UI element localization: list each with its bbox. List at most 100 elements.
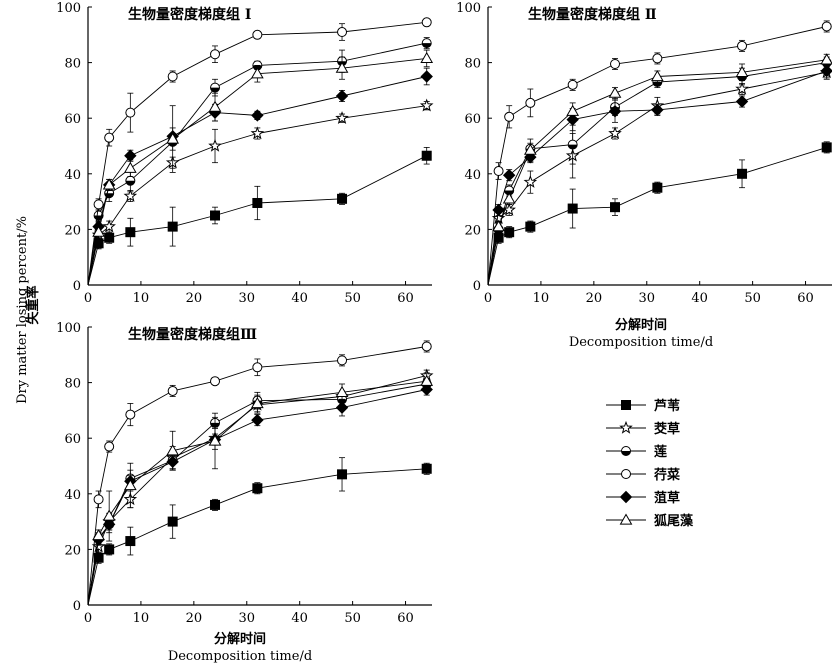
x-tick-label: 30 [238,291,255,306]
data-point [167,385,178,396]
data-point [104,232,115,243]
x-tick-label: 30 [238,611,255,626]
data-point [566,104,580,116]
data-point [523,143,537,155]
panel-title: 生物量密度梯度组 Ⅰ [128,6,251,23]
y-tick-label: 20 [464,223,481,238]
y-axis-label-cn: 失重率 [25,285,41,324]
series-茭草 [87,98,434,286]
data-point [337,469,348,480]
panel2-x-label-en: Decomposition time/d [569,335,713,350]
data-point [104,544,115,555]
y-axis-label-en: Dry matter losing percent/% [15,216,30,404]
panel3-x-label-en: Decomposition time/d [168,649,312,664]
x-tick-label: 50 [344,611,361,626]
data-point [820,64,832,78]
y-tick-label: 80 [64,377,81,392]
series-line [87,76,427,286]
data-point [335,111,349,124]
y-tick-label: 100 [56,321,81,336]
data-point [567,139,578,150]
y-tick-label: 0 [73,599,81,614]
data-point [93,552,104,563]
legend-marker [621,400,631,410]
data-point [337,27,348,38]
series-line [87,57,427,286]
data-point [504,111,515,122]
legend-item: 荇菜 [606,467,680,483]
data-point [208,100,222,112]
y-tick-label: 20 [64,543,81,558]
series-荇菜 [487,20,832,286]
data-point [567,203,578,214]
chart-panel-3: 0 10 20 30 40 50 60 0 20 40 60 80 100 生物量密度梯度组Ⅲ [56,321,434,626]
data-point [420,374,434,386]
y-tick-label: 60 [64,112,81,127]
data-point [493,166,504,177]
series-菹草 [87,383,433,606]
data-point [102,509,116,521]
x-tick-label: 60 [797,291,814,306]
x-tick-label: 20 [186,291,203,306]
data-point [502,168,516,182]
x-tick-label: 10 [133,611,150,626]
data-point [608,86,622,98]
data-point [210,499,221,510]
data-point [608,105,622,118]
data-point [167,516,178,527]
panel-title: 生物量密度梯度组Ⅲ [128,326,257,343]
series-line [487,59,827,286]
series-荇菜 [87,340,432,606]
y-tick-label: 20 [64,223,81,238]
x-tick-label: 50 [744,291,761,306]
legend-marker [621,446,631,456]
data-point [102,219,116,233]
data-point [421,150,432,161]
legend-label: 狐尾藻 [654,513,694,529]
data-point [210,49,221,60]
data-point [820,53,832,65]
legend-label: 荇菜 [653,467,680,483]
x-tick-label: 20 [186,611,203,626]
data-point [420,51,434,64]
data-point [166,132,180,144]
data-point [250,396,264,409]
data-point [610,58,621,69]
data-point [123,478,137,491]
data-point [167,71,178,82]
data-point [252,29,263,40]
data-point [523,175,538,188]
data-point [251,413,264,427]
data-point [251,109,264,122]
data-point [735,95,749,108]
data-point [102,178,116,190]
data-point [525,221,536,232]
y-tick-label: 0 [473,279,481,294]
x-tick-label: 0 [84,291,92,306]
data-point [167,221,178,232]
legend-label: 芦苇 [654,398,680,414]
x-tick-label: 10 [133,291,150,306]
y-tick-label: 40 [64,488,81,503]
data-point [125,409,136,420]
legend-marker [619,490,633,504]
data-point [821,21,832,32]
y-tick-label: 100 [56,1,81,16]
data-point [125,536,136,547]
legend-marker [619,513,633,525]
data-point [210,82,221,93]
data-point [125,175,136,186]
data-point [419,98,434,112]
data-point [335,401,349,414]
y-tick-label: 80 [64,57,81,72]
chart-panel-2: 0 10 20 30 40 50 60 0 20 40 60 80 100 生物量密度梯度组 Ⅱ [456,1,832,306]
y-tick-label: 80 [464,57,481,72]
data-point [93,199,104,210]
legend-label: 菹草 [654,490,680,506]
x-tick-label: 40 [291,611,308,626]
data-point [92,225,105,237]
data-point [210,376,221,387]
y-tick-label: 0 [73,279,81,294]
data-point [91,539,106,553]
